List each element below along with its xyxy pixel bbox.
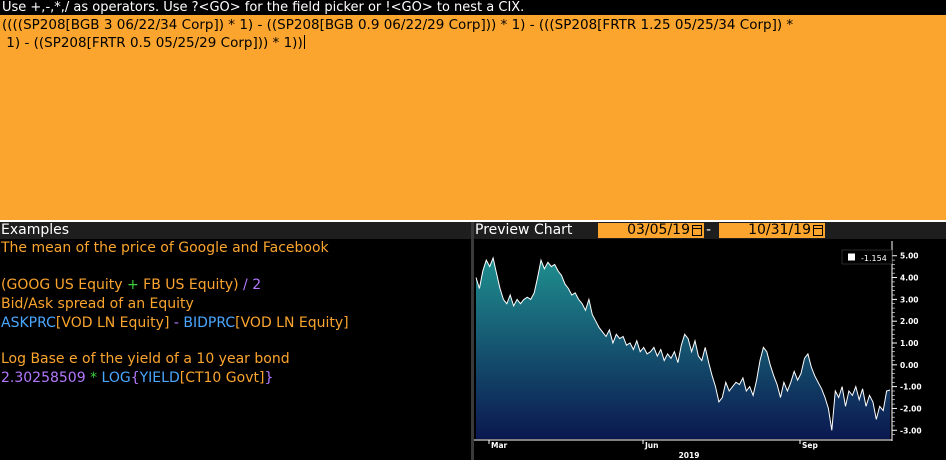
y-tick-label: -3.00 [900, 426, 922, 435]
legend-last-value: -1.154 [861, 254, 887, 263]
panel-divider [0, 220, 946, 222]
example-3-description: Log Base e of the yield of a 10 year bon… [1, 351, 290, 367]
operator-minus: - [169, 315, 184, 331]
y-tick-label: 1.00 [900, 339, 919, 348]
area-series-fill [476, 257, 890, 439]
security-vod-2: [VOD LN Equity] [235, 315, 349, 331]
paren-open: ( [1, 277, 7, 293]
formula-line-1[interactable]: ((((SP208[BGB 3 06/22/34 Corp]) * 1) - (… [2, 17, 794, 33]
y-tick-label: -1.00 [900, 383, 922, 392]
security-goog: GOOG US Equity [6, 277, 123, 293]
start-date-field[interactable]: 03/05/19 [598, 223, 704, 238]
x-tick-label: Mar [491, 441, 508, 450]
x-tick-label: Sep [802, 441, 818, 450]
examples-header: Examples [0, 222, 471, 239]
area-series-line [475, 256, 891, 431]
y-tick-label: -2.00 [900, 404, 922, 413]
example-2-description: Bid/Ask spread of an Equity [1, 296, 194, 312]
panel-separator [471, 222, 474, 460]
y-tick-label: 2.00 [900, 317, 919, 326]
operator-plus: + [122, 277, 144, 293]
field-yield: YIELD [139, 370, 180, 386]
security-fb: FB US Equity [143, 277, 234, 293]
x-year-label: 2019 [679, 451, 700, 460]
operator-divide: / 2 [238, 277, 262, 293]
preview-chart-panel: Preview Chart 03/05/19 - 10/31/19 5.00 4.… [474, 222, 946, 460]
constant-value: 2.30258509 [1, 370, 86, 386]
brace-close: } [264, 370, 274, 386]
text-cursor [303, 35, 305, 49]
example-1-formula[interactable]: (GOOG US Equity + FB US Equity) / 2 [1, 276, 261, 294]
y-tick-label: 3.00 [900, 295, 919, 304]
security-vod-1: [VOD LN Equity] [55, 315, 170, 331]
field-askprc: ASKPRC [1, 315, 56, 331]
examples-panel: Examples The mean of the price of Google… [0, 222, 471, 460]
end-date-value[interactable]: 10/31/19 [748, 222, 811, 238]
formula-line-2[interactable]: 1) - ((SP208[FRTR 0.5 05/25/29 Corp])) *… [2, 34, 944, 52]
example-1-description: The mean of the price of Google and Face… [1, 240, 329, 256]
formula-line-2-text[interactable]: 1) - ((SP208[FRTR 0.5 05/25/29 Corp])) *… [2, 35, 303, 51]
security-ct10: [CT10 Govt] [179, 370, 265, 386]
formula-editor[interactable]: ((((SP208[BGB 3 06/22/34 Corp]) * 1) - (… [0, 15, 946, 220]
area-chart: 5.00 4.00 3.00 2.00 1.00 0.00 -1.00 -2.00 -3.00 M… [474, 241, 922, 460]
legend-swatch [848, 253, 855, 261]
y-tick-label: 4.00 [900, 274, 919, 283]
field-bidprc: BIDPRC [183, 315, 236, 331]
calendar-icon[interactable] [692, 225, 702, 236]
instruction-hint: Use +,-,*,/ as operators. Use ?<GO> for … [0, 0, 946, 15]
chart-title: Preview Chart [475, 222, 573, 238]
x-tick-label: Jun [644, 441, 658, 450]
date-separator: - [706, 222, 712, 238]
paren-close: ) [233, 277, 239, 293]
example-2-formula[interactable]: ASKPRC[VOD LN Equity] - BIDPRC[VOD LN Eq… [1, 314, 349, 332]
brace-open: { [130, 370, 140, 386]
start-date-value[interactable]: 03/05/19 [627, 222, 690, 238]
operator-multiply: * [85, 370, 102, 386]
end-date-field[interactable]: 10/31/19 [719, 223, 825, 238]
y-tick-label: 0.00 [900, 361, 919, 370]
function-log: LOG [101, 370, 131, 386]
example-3-formula[interactable]: 2.30258509 * LOG{YIELD[CT10 Govt]} [1, 369, 273, 387]
y-tick-label: 5.00 [900, 252, 919, 261]
calendar-icon[interactable] [813, 225, 823, 236]
chart-header: Preview Chart 03/05/19 - 10/31/19 [474, 222, 946, 239]
